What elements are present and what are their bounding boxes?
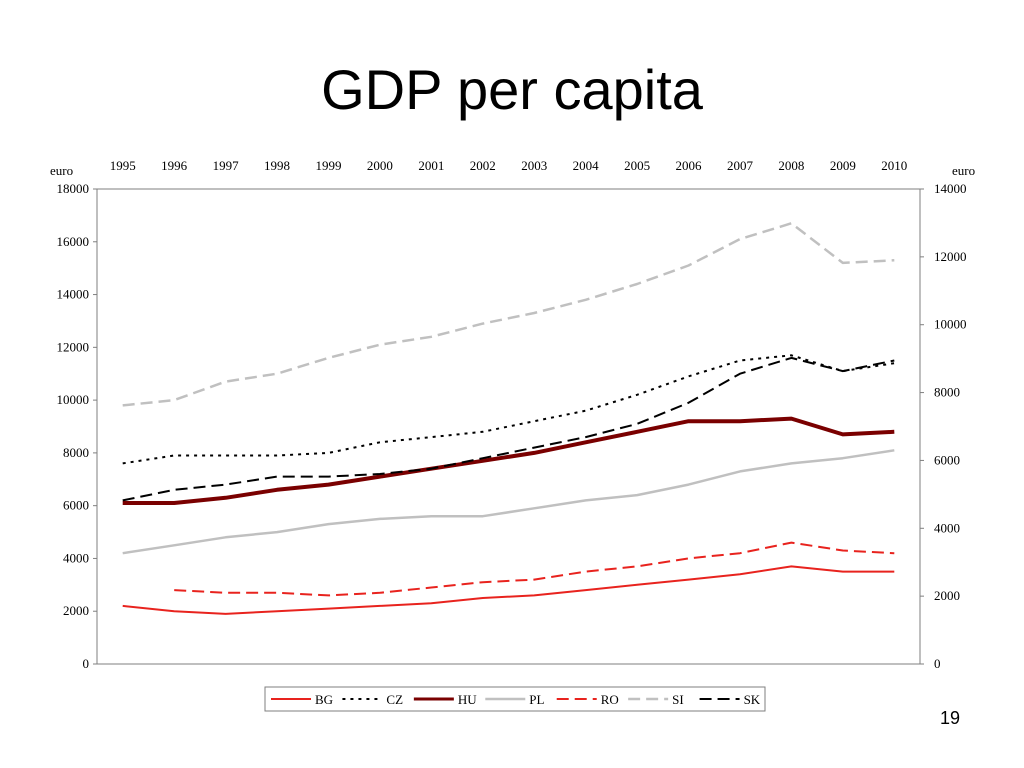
series-line-sk bbox=[122, 356, 895, 502]
x-tick-label: 2009 bbox=[830, 158, 856, 173]
y-left-tick-label: 14000 bbox=[57, 287, 90, 302]
x-tick-label: 2007 bbox=[727, 158, 754, 173]
y-left-tick-label: 0 bbox=[83, 656, 90, 671]
y-left-tick-label: 4000 bbox=[63, 550, 89, 565]
series-line-ro bbox=[174, 541, 895, 597]
y-right-tick-label: 14000 bbox=[934, 181, 967, 196]
series-line-si bbox=[122, 222, 895, 407]
axes: 0 2000 4000 6000 8000 10000 12000 14000 16000 180… bbox=[50, 158, 975, 671]
legend: BG CZ HU PL RO SI SK bbox=[264, 686, 766, 712]
page-number: 19 bbox=[939, 708, 960, 728]
y-left-axis-label: euro bbox=[50, 163, 73, 178]
x-tick-label: 2000 bbox=[367, 158, 393, 173]
y-left-tick-label: 2000 bbox=[63, 603, 89, 618]
y-left-tick-label: 8000 bbox=[63, 445, 89, 460]
legend-label-si: SI bbox=[672, 692, 684, 707]
series-line-bg bbox=[122, 565, 895, 615]
y-right-tick-label: 6000 bbox=[934, 452, 960, 467]
y-left-tick-label: 12000 bbox=[57, 339, 90, 354]
y-right-tick-label: 0 bbox=[934, 656, 941, 671]
y-right-axis-label: euro bbox=[952, 163, 975, 178]
x-tick-label: 1998 bbox=[264, 158, 290, 173]
x-tick-label: 2002 bbox=[470, 158, 496, 173]
x-tick-label: 2004 bbox=[573, 158, 600, 173]
plot-area bbox=[96, 188, 921, 665]
y-left-tick-label: 16000 bbox=[57, 234, 90, 249]
x-tick-label: 2005 bbox=[624, 158, 650, 173]
legend-label-pl: PL bbox=[529, 692, 544, 707]
legend-label-hu: HU bbox=[458, 692, 477, 707]
series-line-cz bbox=[122, 354, 895, 465]
y-right-tick-label: 2000 bbox=[934, 588, 960, 603]
y-right-tick-label: 10000 bbox=[934, 317, 967, 332]
x-tick-label: 2010 bbox=[881, 158, 907, 173]
series-line-hu bbox=[122, 416, 895, 505]
y-right-tick-label: 12000 bbox=[934, 249, 967, 264]
y-right-tick-label: 8000 bbox=[934, 385, 960, 400]
y-right-tick-label: 4000 bbox=[934, 520, 960, 535]
legend-label-ro: RO bbox=[601, 692, 619, 707]
legend-label-cz: CZ bbox=[386, 692, 403, 707]
plot-frame bbox=[96, 188, 921, 665]
x-tick-label: 1997 bbox=[213, 158, 240, 173]
legend-label-bg: BG bbox=[315, 692, 333, 707]
x-tick-label: 2001 bbox=[418, 158, 444, 173]
y-left-tick-label: 10000 bbox=[57, 392, 90, 407]
y-left-tick-label: 6000 bbox=[63, 498, 89, 513]
x-tick-label: 2008 bbox=[778, 158, 804, 173]
slide-title: GDP per capita bbox=[321, 58, 703, 121]
x-tick-label: 1996 bbox=[161, 158, 188, 173]
y-left-tick-label: 18000 bbox=[57, 181, 90, 196]
x-tick-label: 2006 bbox=[676, 158, 703, 173]
x-tick-label: 1999 bbox=[315, 158, 341, 173]
series-line-pl bbox=[122, 449, 895, 555]
x-tick-label: 1995 bbox=[110, 158, 136, 173]
x-tick-label: 2003 bbox=[521, 158, 547, 173]
legend-label-sk: SK bbox=[744, 692, 761, 707]
series-layer bbox=[122, 222, 895, 615]
